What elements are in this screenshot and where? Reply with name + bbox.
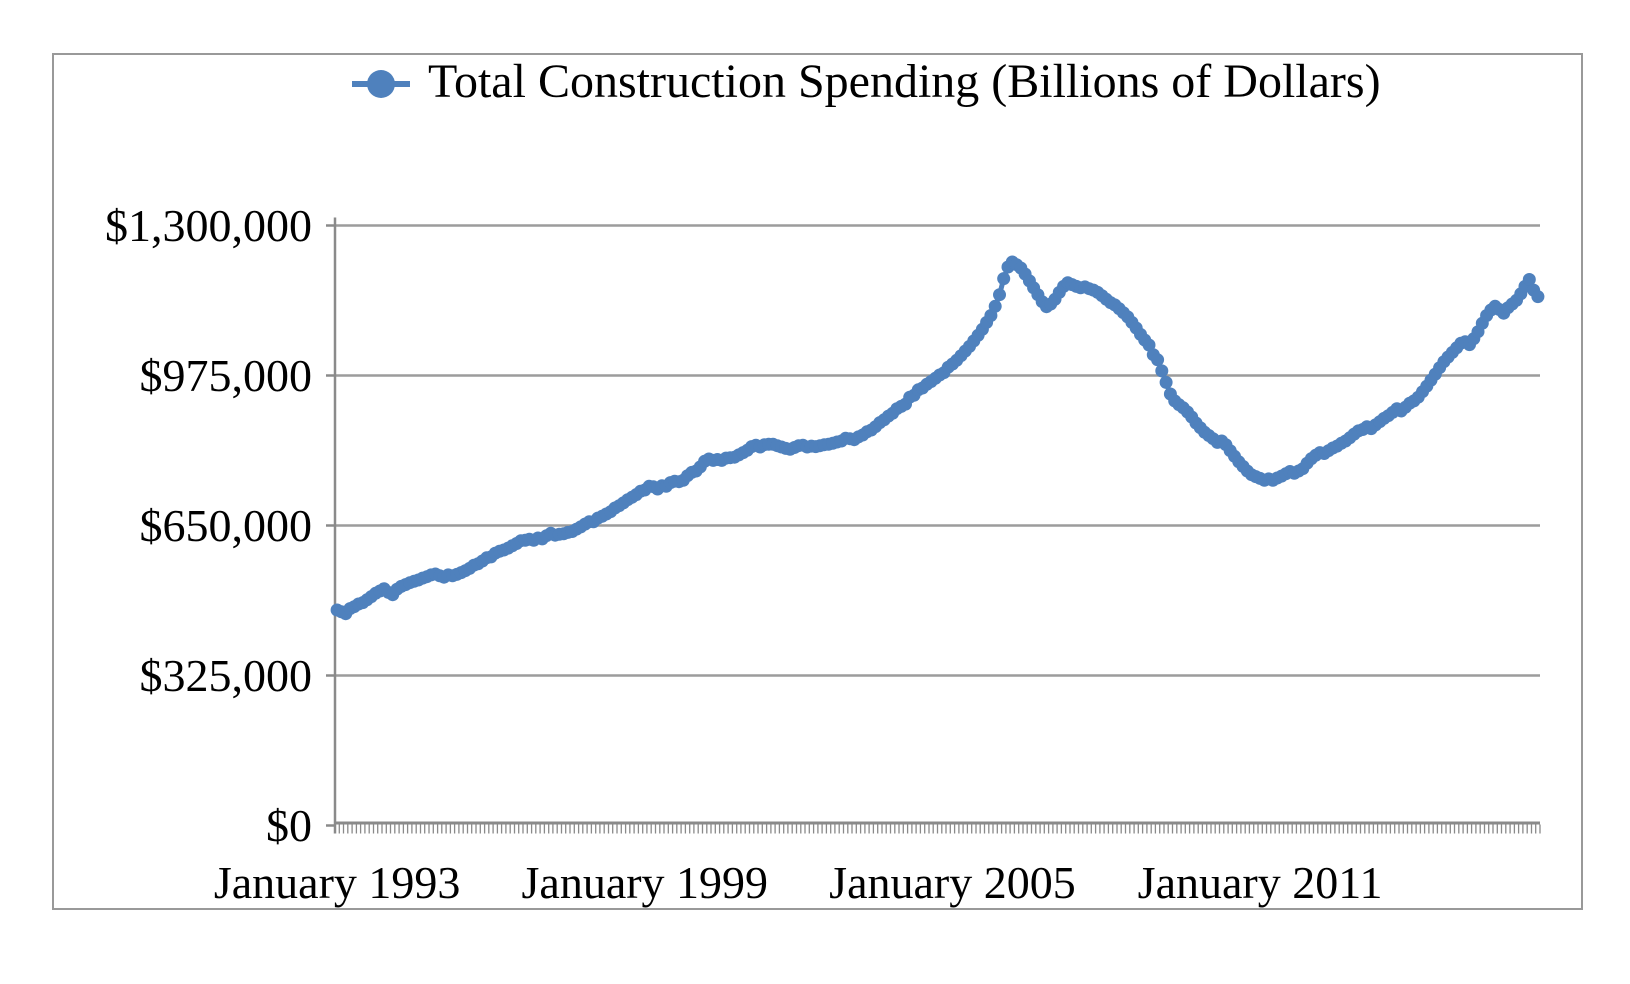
x-axis-label: January 2005: [829, 857, 1076, 908]
y-axis-label: $325,000: [139, 649, 313, 701]
x-axis-label: January 1993: [213, 857, 461, 908]
legend-label: Total Construction Spending (Billions of…: [428, 55, 1381, 108]
series-total-construction-spending: [330, 255, 1545, 621]
y-axis-label: $650,000: [139, 499, 313, 551]
y-axis-label: $0: [266, 799, 312, 851]
legend: Total Construction Spending (Billions of…: [352, 52, 1381, 116]
legend-marker-icon: [352, 70, 410, 98]
y-axis-label: $975,000: [139, 349, 313, 401]
chart-frame: [52, 53, 1583, 910]
series-markers: [330, 255, 1545, 621]
y-axis-label: $1,300,000: [105, 199, 312, 251]
gridlines: [335, 224, 1540, 677]
x-axis-label: January 2011: [1137, 857, 1383, 908]
x-axis-label: January 1999: [521, 857, 769, 908]
axes: [326, 217, 1541, 834]
